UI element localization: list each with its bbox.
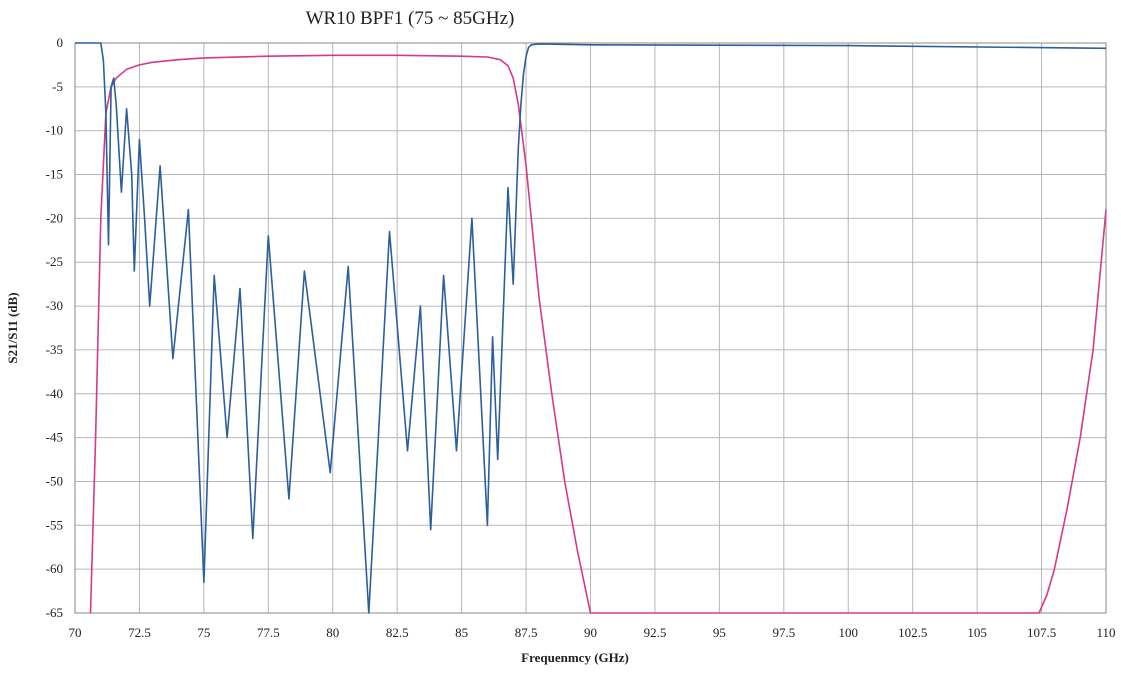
x-tick-label: 80	[326, 625, 339, 640]
y-tick-label: -55	[46, 517, 63, 532]
x-axis-label: Frequenmcy (GHz)	[521, 650, 629, 665]
y-tick-label: -20	[46, 210, 63, 225]
x-tick-label: 97.5	[772, 625, 795, 640]
y-tick-label: -30	[46, 298, 63, 313]
y-tick-label: -10	[46, 123, 63, 138]
y-tick-label: -65	[46, 605, 63, 620]
x-tick-label: 77.5	[257, 625, 280, 640]
x-tick-label: 107.5	[1027, 625, 1056, 640]
y-axis-label: S21/S11 (dB)	[5, 292, 20, 364]
x-tick-label: 70	[69, 625, 82, 640]
x-tick-label: 105	[967, 625, 987, 640]
x-tick-label: 100	[839, 625, 859, 640]
x-tick-label: 102.5	[898, 625, 927, 640]
y-tick-label: -35	[46, 342, 63, 357]
y-tick-label: 0	[57, 35, 64, 50]
x-tick-label: 90	[584, 625, 597, 640]
y-tick-label: -15	[46, 167, 63, 182]
series-line-s11	[75, 42, 1107, 614]
x-tick-label: 75	[197, 625, 210, 640]
y-tick-label: -5	[52, 79, 63, 94]
x-tick-label: 87.5	[515, 625, 538, 640]
y-tick-label: -25	[46, 254, 63, 269]
x-tick-label: 95	[713, 625, 726, 640]
series-line-s21	[89, 54, 1107, 614]
chart-title: WR10 BPF1 (75 ~ 85GHz)	[305, 8, 515, 29]
x-tick-label: 85	[455, 625, 468, 640]
x-tick-label: 92.5	[644, 625, 667, 640]
x-tick-label: 82.5	[386, 625, 409, 640]
y-tick-label: -50	[46, 473, 63, 488]
y-tick-label: -45	[46, 430, 63, 445]
x-tick-label: 72.5	[128, 625, 151, 640]
x-tick-label: 110	[1096, 625, 1115, 640]
y-tick-label: -60	[46, 561, 63, 576]
y-tick-label: -40	[46, 386, 63, 401]
